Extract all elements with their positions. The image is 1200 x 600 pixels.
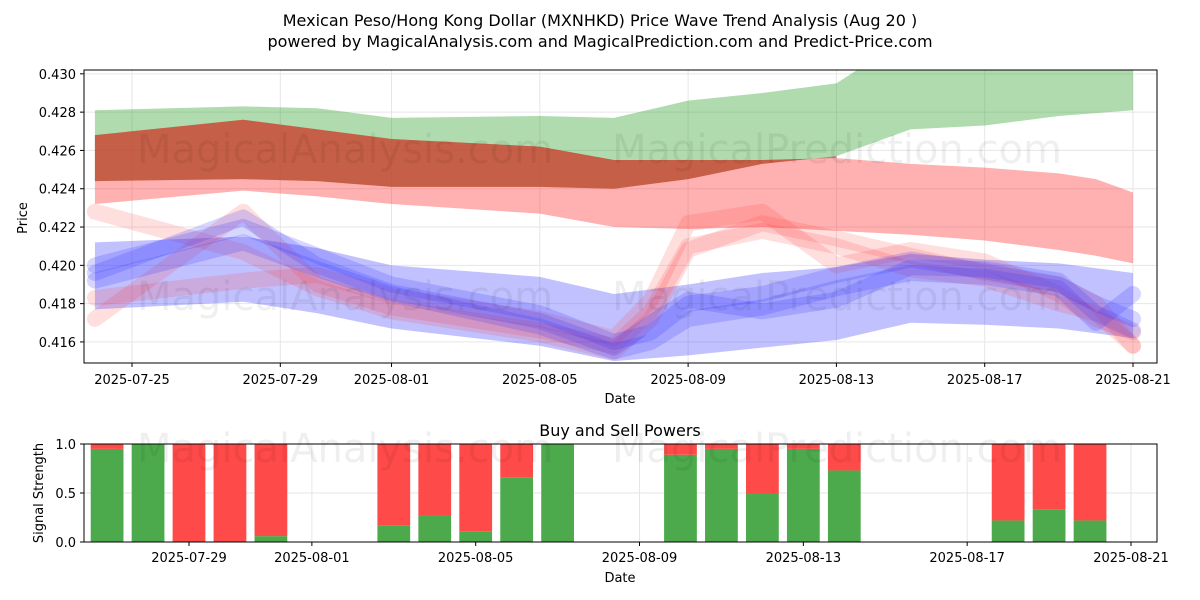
buy-sell-y-tick-label: 0.0: [55, 536, 76, 551]
price-x-tick-label: 2025-08-17: [947, 373, 1023, 388]
sell-bar: [705, 444, 738, 449]
buy-sell-x-tick-label: 2025-08-09: [602, 551, 678, 566]
sell-bar: [1073, 444, 1107, 521]
chart-title-line2: powered by MagicalAnalysis.com and Magic…: [267, 32, 932, 51]
watermark-1: MagicalAnalysis.com: [137, 127, 553, 173]
watermark-6: MagicalPrediction.com: [612, 426, 1062, 472]
watermark-4: MagicalPrediction.com: [612, 274, 1062, 320]
watermark-3: MagicalAnalysis.com: [137, 274, 553, 320]
buy-sell-title: Buy and Sell Powers: [539, 421, 701, 440]
buy-bar: [90, 448, 124, 542]
wave-line-5: [86, 209, 1141, 356]
band-red-band: [94, 119, 1134, 264]
price-y-tick-label: 0.424: [39, 183, 76, 198]
buy-sell-y-axis-label: Signal Strength: [32, 443, 47, 543]
price-y-tick-label: 0.418: [39, 298, 76, 313]
buy-sell-x-axis-label: Date: [604, 571, 635, 586]
price-y-tick-label: 0.422: [39, 221, 76, 236]
band-blue-band: [94, 236, 1134, 362]
band-brown-band: [94, 119, 837, 189]
wave-line-0: [86, 203, 1141, 360]
sell-bar: [786, 444, 820, 449]
buy-bar: [786, 448, 820, 542]
buy-sell-x-tick-label: 2025-08-01: [274, 551, 350, 566]
buy-bar: [254, 536, 288, 542]
buy-bar: [377, 525, 411, 542]
watermark-5: MagicalAnalysis.com: [137, 426, 553, 472]
wave-line-1: [86, 203, 1141, 347]
price-wave-plot: MagicalAnalysis.com MagicalPrediction.co…: [16, 68, 1171, 407]
sell-bar: [991, 444, 1025, 521]
price-x-tick-label: 2025-08-05: [502, 373, 578, 388]
sell-bar: [1032, 444, 1066, 510]
buy-bar: [1032, 509, 1066, 542]
price-y-tick-label: 0.420: [39, 259, 76, 274]
sell-bar: [172, 444, 206, 542]
price-y-tick-label: 0.430: [39, 68, 76, 83]
price-x-tick-label: 2025-08-13: [799, 373, 875, 388]
buy-sell-y-tick-label: 0.5: [55, 487, 76, 502]
buy-sell-plot: Buy and Sell Powers MagicalAnalysis.com …: [32, 421, 1169, 586]
sell-bar: [418, 444, 452, 516]
price-plot-frame: [83, 69, 1158, 364]
price-x-axis-label: Date: [604, 392, 635, 407]
sell-bar: [377, 444, 411, 526]
wave-line-3: [86, 219, 1141, 350]
price-y-axis-label: Price: [16, 202, 31, 234]
buy-sell-y-tick-label: 1.0: [55, 438, 76, 453]
buy-bar: [500, 477, 534, 542]
sell-bar: [213, 444, 247, 542]
price-y-tick-label: 0.426: [39, 144, 76, 159]
price-y-tick-label: 0.416: [39, 336, 76, 351]
price-x-tick-label: 2025-07-25: [94, 373, 170, 388]
buy-bar: [705, 448, 738, 542]
sell-bar: [459, 444, 493, 532]
watermark-2: MagicalPrediction.com: [612, 127, 1062, 173]
buy-bar: [746, 493, 779, 542]
buy-bar: [131, 444, 165, 542]
chart-title-line1: Mexican Peso/Hong Kong Dollar (MXNHKD) P…: [283, 11, 918, 30]
buy-sell-x-tick-label: 2025-07-29: [151, 551, 227, 566]
sell-bar: [746, 444, 779, 493]
buy-bar: [664, 454, 697, 542]
buy-bar: [1073, 520, 1107, 542]
price-x-tick-label: 2025-08-01: [354, 373, 430, 388]
buy-bar: [541, 444, 574, 542]
price-y-tick-label: 0.428: [39, 106, 76, 121]
sell-bar: [664, 444, 697, 455]
buy-bar: [418, 515, 452, 542]
price-x-tick-label: 2025-08-09: [650, 373, 726, 388]
sell-bar: [827, 444, 861, 471]
buy-bar: [991, 520, 1025, 542]
buy-sell-x-tick-label: 2025-08-21: [1093, 551, 1169, 566]
buy-bar: [827, 470, 861, 542]
buy-sell-x-tick-label: 2025-08-17: [929, 551, 1005, 566]
wave-line-2: [86, 203, 1141, 354]
price-plot-background: [84, 70, 1157, 363]
sell-bar: [90, 444, 124, 449]
price-x-tick-label: 2025-08-21: [1095, 373, 1171, 388]
buy-bar: [459, 531, 493, 542]
buy-sell-x-tick-label: 2025-08-13: [766, 551, 842, 566]
sell-bar: [254, 444, 288, 537]
buy-sell-x-tick-label: 2025-08-05: [438, 551, 514, 566]
price-x-tick-label: 2025-07-29: [243, 373, 319, 388]
wave-line-4: [86, 234, 1141, 360]
sell-bar: [500, 444, 534, 478]
